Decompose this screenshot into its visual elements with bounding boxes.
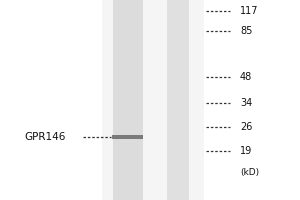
Bar [167, 0, 189, 200]
Bar [112, 0, 142, 200]
Text: 48: 48 [240, 72, 252, 82]
Bar [112, 135, 143, 139]
Text: 85: 85 [240, 26, 252, 36]
Text: 26: 26 [240, 122, 252, 132]
Text: 117: 117 [240, 6, 259, 16]
Text: 19: 19 [240, 146, 252, 156]
Text: GPR146: GPR146 [24, 132, 65, 142]
Text: 34: 34 [240, 98, 252, 108]
Bar [102, 0, 204, 200]
Text: (kD): (kD) [240, 168, 259, 176]
